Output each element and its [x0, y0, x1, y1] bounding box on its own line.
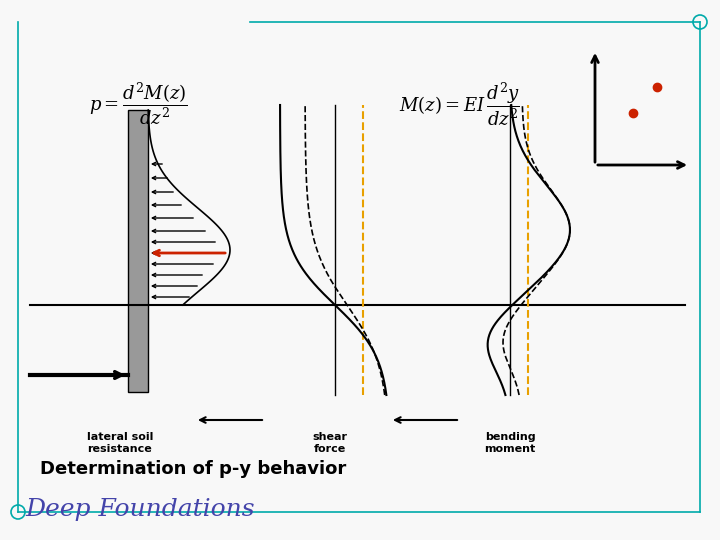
- Text: Determination of p-y behavior: Determination of p-y behavior: [40, 460, 346, 478]
- Text: shear
force: shear force: [312, 432, 348, 454]
- Text: $M(z) = EI\,\dfrac{d^2y}{dz^2}$: $M(z) = EI\,\dfrac{d^2y}{dz^2}$: [400, 80, 521, 127]
- Text: bending
moment: bending moment: [485, 432, 536, 454]
- Bar: [128, 110, 148, 392]
- Text: $p = \dfrac{d^2M(z)}{dz^2}$: $p = \dfrac{d^2M(z)}{dz^2}$: [89, 80, 187, 127]
- Text: Deep Foundations: Deep Foundations: [25, 498, 255, 521]
- Text: lateral soil
resistance: lateral soil resistance: [87, 432, 153, 454]
